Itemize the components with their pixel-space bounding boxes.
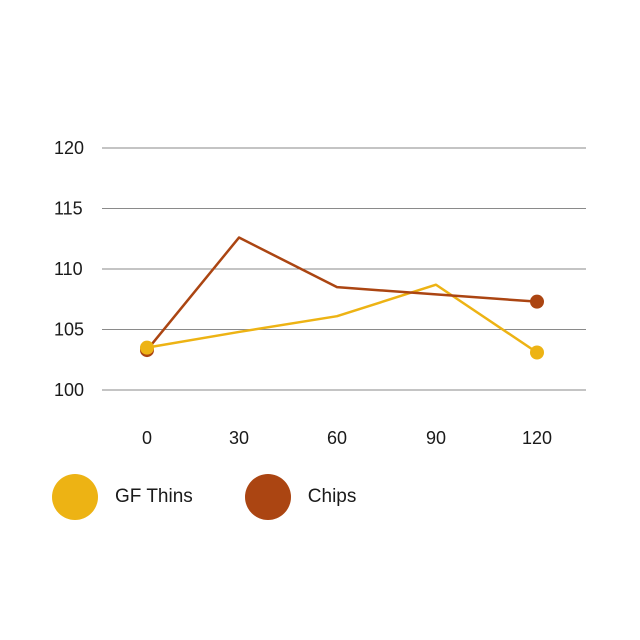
series-point-chips-4	[530, 294, 544, 309]
series-lines	[140, 236, 544, 360]
y-axis-tick-labels: 100 105 110 115 120	[54, 138, 84, 400]
y-tick-label: 100	[54, 380, 84, 400]
legend-label-chips: Chips	[307, 486, 357, 507]
y-tick-label: 110	[54, 259, 83, 279]
legend-label-gf-thins: GF Thins	[115, 486, 193, 507]
legend: GF Thins Chips	[52, 474, 408, 520]
gridlines	[102, 147, 586, 391]
series-point-gf-thins-0	[140, 340, 154, 355]
legend-swatch-gf-thins	[52, 474, 98, 520]
x-tick-label: 90	[426, 428, 446, 448]
y-tick-label: 105	[54, 320, 84, 340]
series-line-gf-thins	[146, 283, 538, 354]
y-tick-label: 115	[54, 199, 83, 219]
x-tick-label: 120	[522, 428, 552, 448]
x-tick-label: 30	[229, 428, 249, 448]
legend-item-gf-thins: GF Thins	[52, 474, 193, 520]
legend-item-chips: Chips	[244, 474, 357, 520]
x-tick-label: 60	[327, 428, 347, 448]
legend-swatch-chips	[244, 474, 291, 520]
x-axis-tick-labels: 0 30 60 90 120	[142, 428, 552, 448]
series-line-chips	[146, 236, 538, 351]
x-tick-label: 0	[142, 428, 152, 448]
y-tick-label: 120	[54, 138, 84, 158]
series-point-gf-thins-4	[530, 345, 544, 360]
